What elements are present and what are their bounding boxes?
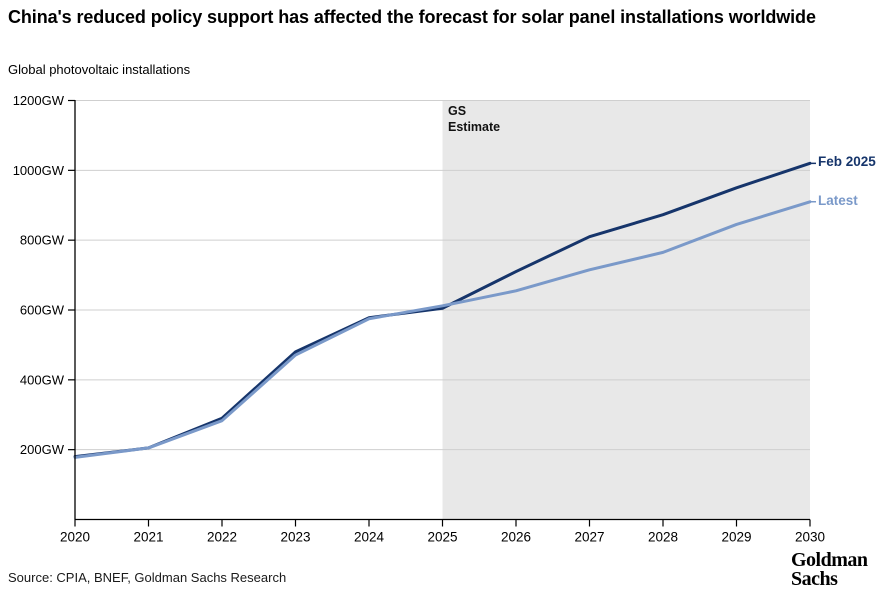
x-tick-label: 2020 <box>60 530 90 545</box>
x-tick-label: 2023 <box>280 530 310 545</box>
x-tick-label: 2030 <box>795 530 825 545</box>
logo-line-1: Goldman <box>791 549 868 571</box>
x-tick-label: 2026 <box>501 530 531 545</box>
series-label-feb-2025: Feb 2025 <box>818 154 876 170</box>
x-tick-label: 2022 <box>207 530 237 545</box>
x-tick-label: 2028 <box>648 530 678 545</box>
x-tick-label: 2024 <box>354 530 385 545</box>
page-title: China's reduced policy support has affec… <box>8 7 816 27</box>
y-tick-label: 1000GW <box>13 163 65 178</box>
series-line-latest <box>73 200 812 459</box>
gs-estimate-annotation: GS Estimate <box>448 104 501 134</box>
x-tick-label: 2021 <box>133 530 163 545</box>
series-line-feb-2025 <box>73 161 812 459</box>
source-text: Source: CPIA, BNEF, Goldman Sachs Resear… <box>8 570 287 585</box>
x-tick-label: 2029 <box>721 530 751 545</box>
y-tick-label: 400GW <box>20 372 65 387</box>
x-tick-label: 2027 <box>574 530 604 545</box>
line-chart: 200GW 400GW 600GW 800GW 1000GW 1200GW 2020 2021… <box>13 93 825 545</box>
x-tick-label: 2025 <box>427 530 457 545</box>
logo-line-2: Sachs <box>791 567 838 590</box>
y-tick-label: 200GW <box>20 442 65 457</box>
y-tick-label: 800GW <box>20 233 65 248</box>
goldman-sachs-logo: Goldman Sachs <box>791 549 868 590</box>
y-tick-label: 600GW <box>20 303 65 318</box>
y-tick-label: 1200GW <box>13 93 65 108</box>
series-label-latest: Latest <box>818 192 858 208</box>
chart-subtitle: Global photovoltaic installations <box>8 62 191 77</box>
